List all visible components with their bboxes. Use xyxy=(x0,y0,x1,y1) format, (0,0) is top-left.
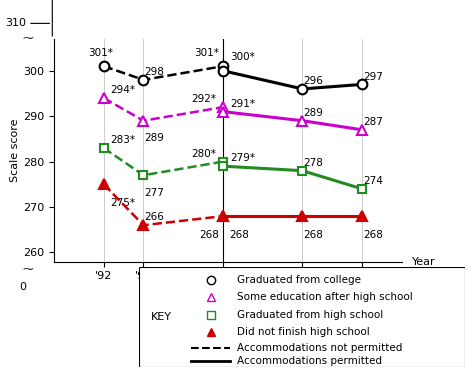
Text: 298: 298 xyxy=(145,67,164,77)
Text: 297: 297 xyxy=(363,72,383,82)
Text: ~: ~ xyxy=(22,32,34,46)
Text: Did not finish high school: Did not finish high school xyxy=(236,327,369,337)
Text: 310: 310 xyxy=(5,19,26,28)
Text: Graduated from college: Graduated from college xyxy=(236,275,360,285)
Text: 268: 268 xyxy=(230,230,250,240)
Text: 300*: 300* xyxy=(230,52,255,62)
Text: 266: 266 xyxy=(145,213,164,223)
Text: 294*: 294* xyxy=(110,85,136,95)
Text: 283*: 283* xyxy=(110,135,136,145)
Text: Graduated from high school: Graduated from high school xyxy=(236,310,383,320)
Text: 268: 268 xyxy=(363,230,383,240)
Text: Accommodations not permitted: Accommodations not permitted xyxy=(236,343,402,353)
Text: KEY: KEY xyxy=(151,312,172,322)
Text: 280*: 280* xyxy=(191,149,216,159)
Text: ~: ~ xyxy=(22,263,34,278)
Text: Some education after high school: Some education after high school xyxy=(236,292,412,302)
Text: Accommodations permitted: Accommodations permitted xyxy=(236,356,382,366)
Text: 289: 289 xyxy=(145,133,164,143)
Text: 274: 274 xyxy=(363,176,383,186)
Text: 268: 268 xyxy=(304,230,323,240)
Text: 291*: 291* xyxy=(230,99,255,109)
Text: 301*: 301* xyxy=(194,48,219,58)
Text: 296: 296 xyxy=(304,76,323,86)
Text: 277: 277 xyxy=(145,188,164,198)
Text: 275*: 275* xyxy=(110,198,136,208)
Text: 0: 0 xyxy=(19,282,26,292)
Text: Year: Year xyxy=(412,257,435,266)
Y-axis label: Scale score: Scale score xyxy=(10,118,20,182)
Text: 301*: 301* xyxy=(88,48,113,58)
Text: 278: 278 xyxy=(304,158,323,168)
Text: 268: 268 xyxy=(199,230,219,240)
Text: 289: 289 xyxy=(304,108,323,118)
Text: 287: 287 xyxy=(363,117,383,127)
Text: 279*: 279* xyxy=(230,153,255,163)
Text: 292*: 292* xyxy=(191,94,216,104)
